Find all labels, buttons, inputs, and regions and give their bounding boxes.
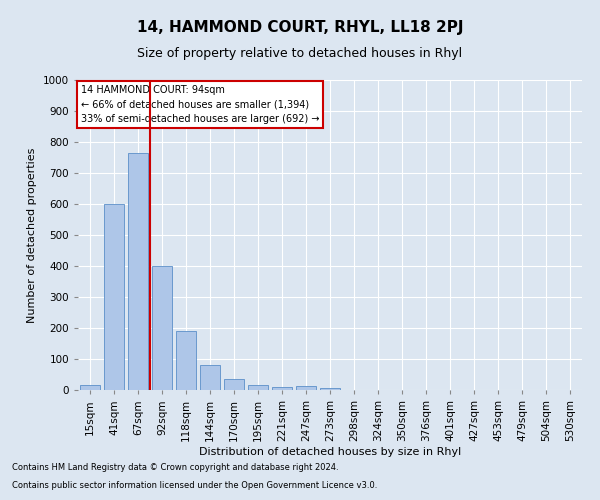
- Bar: [272, 387, 292, 390]
- Bar: [224, 379, 244, 390]
- Text: Contains HM Land Registry data © Crown copyright and database right 2024.: Contains HM Land Registry data © Crown c…: [12, 464, 338, 472]
- Bar: [128, 153, 148, 390]
- Bar: [176, 331, 196, 390]
- Text: 14, HAMMOND COURT, RHYL, LL18 2PJ: 14, HAMMOND COURT, RHYL, LL18 2PJ: [137, 20, 463, 35]
- Y-axis label: Number of detached properties: Number of detached properties: [27, 148, 37, 322]
- Bar: [296, 386, 316, 390]
- Bar: [320, 388, 340, 390]
- Text: Size of property relative to detached houses in Rhyl: Size of property relative to detached ho…: [137, 48, 463, 60]
- Bar: [104, 204, 124, 390]
- Bar: [248, 386, 268, 390]
- Text: 14 HAMMOND COURT: 94sqm
← 66% of detached houses are smaller (1,394)
33% of semi: 14 HAMMOND COURT: 94sqm ← 66% of detache…: [80, 84, 319, 124]
- X-axis label: Distribution of detached houses by size in Rhyl: Distribution of detached houses by size …: [199, 446, 461, 456]
- Text: Contains public sector information licensed under the Open Government Licence v3: Contains public sector information licen…: [12, 481, 377, 490]
- Bar: [80, 386, 100, 390]
- Bar: [152, 266, 172, 390]
- Bar: [200, 365, 220, 390]
